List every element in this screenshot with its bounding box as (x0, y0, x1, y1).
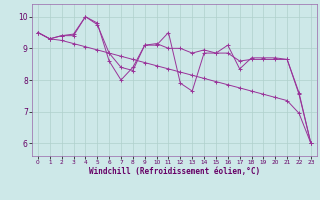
X-axis label: Windchill (Refroidissement éolien,°C): Windchill (Refroidissement éolien,°C) (89, 167, 260, 176)
